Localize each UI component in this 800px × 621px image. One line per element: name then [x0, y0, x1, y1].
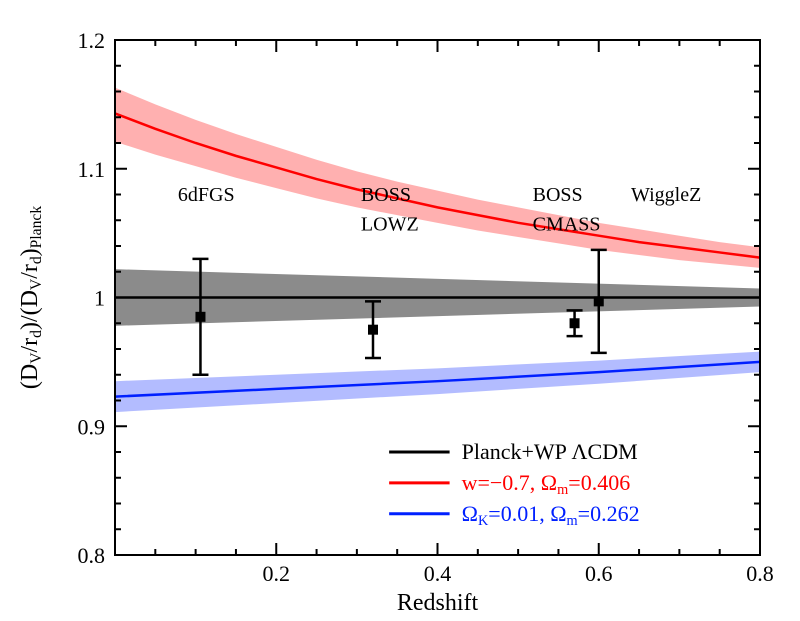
chart-container: 6dFGS BOSS LOWZ BOSS CMASS WiggleZ Planck+WP Λ… [0, 0, 800, 621]
survey-label: LOWZ [361, 214, 419, 236]
survey-label: BOSS [533, 184, 583, 206]
data-point [570, 318, 580, 328]
ytick-label: 1 [94, 286, 105, 311]
xtick-label: 0.4 [424, 561, 452, 586]
ytick-label: 1.1 [78, 157, 106, 182]
survey-label: BOSS [361, 184, 411, 206]
survey-label: WiggleZ [631, 184, 701, 206]
ytick-label: 0.8 [78, 543, 106, 568]
x-axis-label: Redshift [397, 590, 479, 616]
chart-svg: 6dFGS BOSS LOWZ BOSS CMASS WiggleZ Planck+WP Λ… [0, 0, 800, 621]
xtick-label: 0.8 [746, 561, 774, 586]
xtick-label: 0.2 [263, 561, 291, 586]
data-point [195, 312, 205, 322]
survey-label: CMASS [533, 214, 601, 236]
ytick-label: 1.2 [78, 28, 106, 53]
survey-label: 6dFGS [178, 184, 235, 206]
xtick-label: 0.6 [585, 561, 613, 586]
ytick-label: 0.9 [78, 414, 106, 439]
legend-label: w=−0.7, Ωm=0.406 [462, 470, 631, 498]
data-point [368, 325, 378, 335]
legend-label: ΩK=0.01, Ωm=0.262 [462, 501, 640, 529]
data-point [594, 296, 604, 306]
legend-label: Planck+WP ΛCDM [462, 439, 638, 464]
